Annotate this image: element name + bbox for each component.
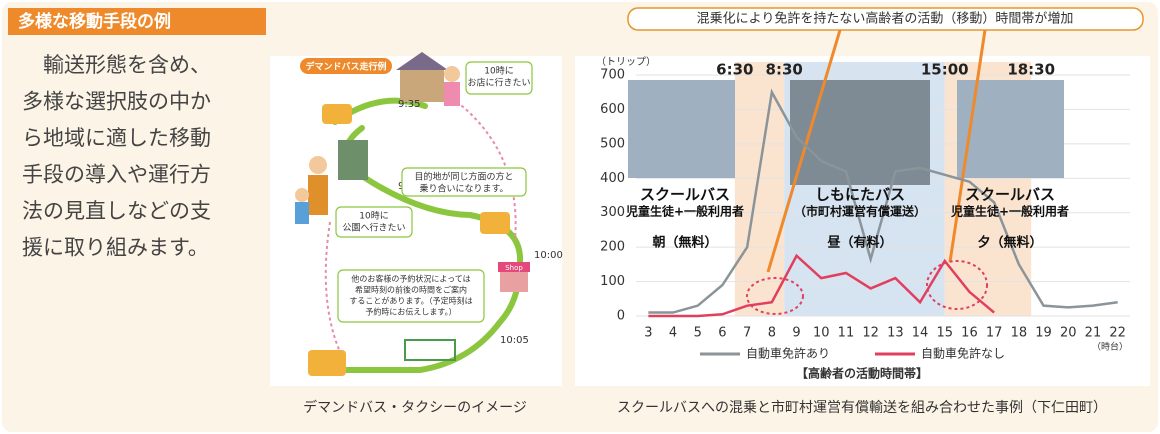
x-caption: 【高齢者の活動時間帯】 <box>796 366 928 381</box>
x-tick-label: 11 <box>838 326 855 341</box>
x-tick-label: 19 <box>1035 326 1052 341</box>
body-line: 輸送形態を含め、 <box>22 53 211 77</box>
time-label: 10:05 <box>500 335 529 346</box>
time-mark: 15:00 <box>921 61 969 79</box>
bubble-text: 目的地が同じ方面の方と <box>414 171 513 183</box>
period-name: スクールバス <box>640 186 730 204</box>
caption: スクールバスへの混乗と市町村運営有償輸送を組み合わせた事例（下仁田町） <box>617 399 1107 416</box>
body-line: ら地域に適した移動 <box>22 126 211 150</box>
y-tick-label: 300 <box>600 205 625 220</box>
x-tick-label: 8 <box>768 326 776 341</box>
x-tick-label: 17 <box>986 326 1003 341</box>
body-line: 手段の導入や運行方 <box>22 163 211 187</box>
time-mark: 8:30 <box>766 61 803 79</box>
x-tick-label: 15 <box>936 326 953 341</box>
x-tick-label: 22 <box>1109 326 1126 341</box>
bubble-text: 公園へ行きたい <box>342 222 405 234</box>
period-desc: 児童生徒+一般利用者 <box>950 204 1069 219</box>
period-name: スクールバス <box>965 186 1055 204</box>
x-tick-label: 13 <box>887 326 904 341</box>
period-fare: 朝（無料） <box>652 235 717 251</box>
period-desc: （市町村運営有償運送） <box>794 204 926 219</box>
bubble-text: 予約時にお伝えします。） <box>365 307 456 317</box>
x-tick-label: 4 <box>669 326 677 341</box>
period-fare: 昼（有料） <box>827 235 892 251</box>
time-label: 9:35 <box>398 99 420 110</box>
x-tick-label: 10 <box>813 326 830 341</box>
legend-label: 自動車免許あり <box>746 346 830 361</box>
title: 多様な移動手段の例 <box>18 11 171 32</box>
period-fare: 夕（無料） <box>977 235 1042 251</box>
bubble-text: お店に行きたい <box>467 77 530 89</box>
x-tick-label: 9 <box>792 326 800 341</box>
period-name: しもにたバス <box>815 186 905 204</box>
y-tick-label: 400 <box>600 171 625 186</box>
x-tick-label: 6 <box>718 326 726 341</box>
body-line: 多様な選択肢の中か <box>22 90 211 114</box>
page: 多様な移動手段の例 デマンドバス・タクシーのイメージ スクールバスへの混乗と市町… <box>0 0 1160 434</box>
body-line: 援に取り組みます。 <box>22 236 209 260</box>
body-line: 法の見直しなどの支 <box>22 199 211 223</box>
x-tick-label: 21 <box>1085 326 1102 341</box>
x-tick-label: 7 <box>743 326 751 341</box>
x-tick-label: 3 <box>644 326 652 341</box>
legend-label: 自動車免許なし <box>921 346 1005 361</box>
time-mark: 6:30 <box>716 61 753 79</box>
x-tick-label: 5 <box>694 326 702 341</box>
bubble-text: 乗り合いになります。 <box>419 183 508 195</box>
time-label: 10:00 <box>534 250 563 261</box>
y-tick-label: 200 <box>600 240 625 255</box>
time-mark: 18:30 <box>1007 61 1055 79</box>
x-tick-label: 20 <box>1060 326 1077 341</box>
y-tick-label: 500 <box>600 136 625 151</box>
caption: デマンドバス・タクシーのイメージ <box>303 399 527 416</box>
diagram-label: デマンドバス走行例 <box>305 61 386 73</box>
y-axis-label: （トリップ） <box>596 56 656 68</box>
annotation: 混乗化により免許を持たない高齢者の活動（移動）時間帯が増加 <box>697 11 1074 27</box>
x-tick-label: 18 <box>1011 326 1028 341</box>
x-tick-label: 12 <box>862 326 879 341</box>
y-tick-label: 100 <box>600 274 625 289</box>
shop-label: Shop <box>505 264 523 272</box>
x-tick-label: 14 <box>912 326 929 341</box>
bubble-text: 希望時刻の前後の時間をご案内 <box>355 285 467 295</box>
x-unit: （時台） <box>1092 341 1128 353</box>
period-desc: 児童生徒+一般利用者 <box>625 204 744 219</box>
bubble-text: 10時に <box>359 211 388 222</box>
x-tick-label: 16 <box>961 326 978 341</box>
y-tick-label: 0 <box>617 309 625 324</box>
bubble-text: 他のお客様の予約状況によっては <box>351 274 470 284</box>
y-tick-label: 600 <box>600 102 625 117</box>
y-tick-label: 700 <box>600 68 625 83</box>
bubble-text: することがあります。（予定時刻は <box>349 296 472 306</box>
bubble-text: 10時に <box>484 66 513 77</box>
